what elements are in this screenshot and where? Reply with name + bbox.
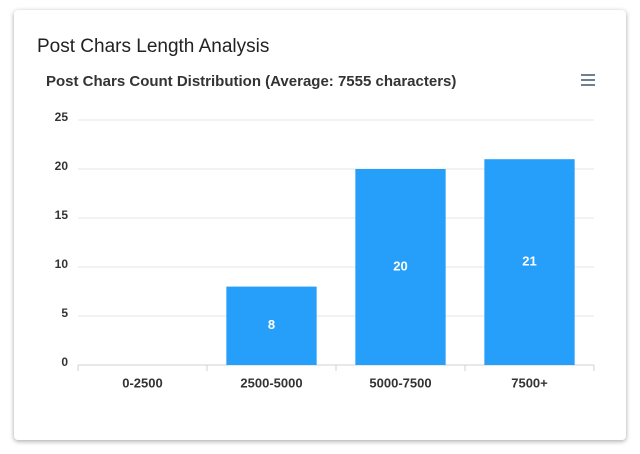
y-tick-label: 25 [55,110,69,124]
y-tick-label: 5 [61,306,68,320]
y-tick-label: 20 [55,159,69,173]
x-tick-label: 7500+ [511,375,548,390]
data-label: 20 [393,258,407,273]
card-heading: Post Chars Length Analysis [37,36,270,57]
bar [226,286,317,365]
data-label: 8 [268,317,275,332]
y-tick-label: 10 [55,257,69,271]
y-tick-label: 0 [61,355,68,369]
bar [355,169,446,365]
x-tick-label: 0-2500 [122,375,162,390]
y-tick-label: 15 [55,208,69,222]
bar [484,159,575,365]
data-label: 21 [522,254,536,269]
chart-title: Post Chars Count Distribution (Average: … [46,73,456,90]
x-tick-label: 5000-7500 [369,375,431,390]
menu-icon[interactable] [581,74,595,86]
x-tick-label: 2500-5000 [240,375,302,390]
